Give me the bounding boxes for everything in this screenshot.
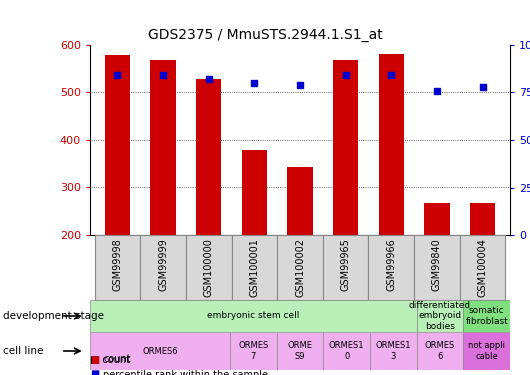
Text: ORMES6: ORMES6 — [142, 346, 178, 355]
Text: GSM99998: GSM99998 — [112, 238, 122, 291]
Text: GSM100000: GSM100000 — [204, 238, 214, 297]
Point — [387, 72, 395, 78]
Text: GSM100004: GSM100004 — [478, 238, 488, 297]
Bar — [463, 300, 510, 332]
Text: ORMES
6: ORMES 6 — [425, 341, 455, 361]
Text: GSM99999: GSM99999 — [158, 238, 168, 291]
Bar — [333, 60, 358, 235]
Text: ORMES1
0: ORMES1 0 — [329, 341, 365, 361]
Bar — [470, 203, 495, 235]
Bar — [196, 79, 221, 235]
Bar — [323, 235, 368, 300]
Bar — [287, 166, 313, 235]
Bar — [230, 332, 277, 370]
Point — [159, 72, 167, 78]
Bar — [140, 235, 186, 300]
Point — [205, 76, 213, 82]
Text: GSM99965: GSM99965 — [341, 238, 351, 291]
Text: ■: ■ — [90, 369, 99, 375]
Text: percentile rank within the sample: percentile rank within the sample — [103, 369, 268, 375]
Bar — [463, 332, 510, 370]
Point — [341, 72, 350, 78]
Text: GDS2375 / MmuSTS.2944.1.S1_at: GDS2375 / MmuSTS.2944.1.S1_at — [148, 28, 382, 42]
Bar — [90, 300, 417, 332]
Text: differentiated
embryoid
bodies: differentiated embryoid bodies — [409, 301, 471, 331]
Text: count: count — [103, 354, 131, 364]
Bar — [277, 235, 323, 300]
Bar — [186, 235, 232, 300]
Point — [113, 72, 121, 78]
Bar — [90, 332, 230, 370]
Bar — [417, 332, 463, 370]
Bar — [323, 332, 370, 370]
Bar — [105, 56, 130, 235]
Text: ORMES1
3: ORMES1 3 — [376, 341, 411, 361]
Text: GSM100002: GSM100002 — [295, 238, 305, 297]
Bar — [414, 235, 460, 300]
Bar — [94, 235, 140, 300]
Bar — [425, 203, 449, 235]
Text: embryonic stem cell: embryonic stem cell — [207, 312, 299, 321]
Point — [479, 84, 487, 90]
Bar — [232, 235, 277, 300]
Text: development stage: development stage — [3, 311, 104, 321]
Text: ■: ■ — [90, 354, 99, 364]
Point — [296, 82, 304, 88]
Text: GSM100001: GSM100001 — [249, 238, 259, 297]
Point — [250, 80, 259, 86]
Text: ORME
S9: ORME S9 — [287, 341, 313, 361]
Bar — [277, 332, 323, 370]
Text: cell line: cell line — [3, 346, 43, 356]
Bar — [379, 54, 404, 235]
Bar — [370, 332, 417, 370]
Bar — [417, 300, 463, 332]
Text: GSM99966: GSM99966 — [386, 238, 396, 291]
Bar — [368, 235, 414, 300]
Bar — [151, 60, 175, 235]
Text: somatic
fibroblast: somatic fibroblast — [465, 306, 508, 326]
Text: GSM99840: GSM99840 — [432, 238, 442, 291]
Text: ORMES
7: ORMES 7 — [238, 341, 269, 361]
Bar — [242, 150, 267, 235]
Text: not appli
cable: not appli cable — [468, 341, 505, 361]
Point — [432, 88, 441, 94]
Text: ■ count: ■ count — [90, 354, 130, 364]
Bar — [460, 235, 506, 300]
